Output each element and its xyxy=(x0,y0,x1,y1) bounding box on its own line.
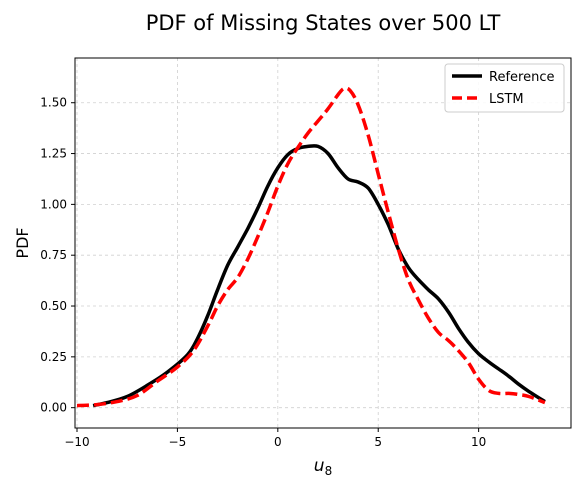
x-tick-label: 0 xyxy=(274,435,282,449)
y-tick-label: 0.25 xyxy=(40,350,67,364)
y-axis-ticks: 0.00 0.25 0.50 0.75 1.00 1.25 1.50 xyxy=(40,96,75,415)
x-tick-label: −5 xyxy=(169,435,187,449)
series-layer xyxy=(76,86,546,408)
legend-label-lstm: LSTM xyxy=(489,92,524,107)
x-axis-label-base: u xyxy=(314,456,325,476)
chart-title: PDF of Missing States over 500 LT xyxy=(146,11,501,35)
x-axis-label-subscript: 8 xyxy=(325,464,333,478)
series-line-lstm xyxy=(76,86,546,408)
x-tick-label: −10 xyxy=(64,435,89,449)
y-tick-label: 1.50 xyxy=(40,96,67,110)
x-axis-ticks: −10 −5 0 5 10 xyxy=(64,428,486,449)
y-tick-label: 1.25 xyxy=(40,147,67,161)
x-tick-label: 5 xyxy=(374,435,382,449)
plot-frame xyxy=(74,57,572,429)
y-tick-label: 0.75 xyxy=(40,248,67,262)
legend-label-reference: Reference xyxy=(489,70,554,85)
x-tick-label: 10 xyxy=(471,435,486,449)
y-axis-label: PDF xyxy=(13,227,32,258)
series-line-reference xyxy=(92,144,546,408)
legend: Reference LSTM xyxy=(444,63,565,113)
x-axis-label: u8 xyxy=(314,456,332,478)
y-tick-label: 1.00 xyxy=(40,197,67,211)
y-tick-label: 0.50 xyxy=(40,299,67,313)
y-tick-label: 0.00 xyxy=(40,401,67,415)
